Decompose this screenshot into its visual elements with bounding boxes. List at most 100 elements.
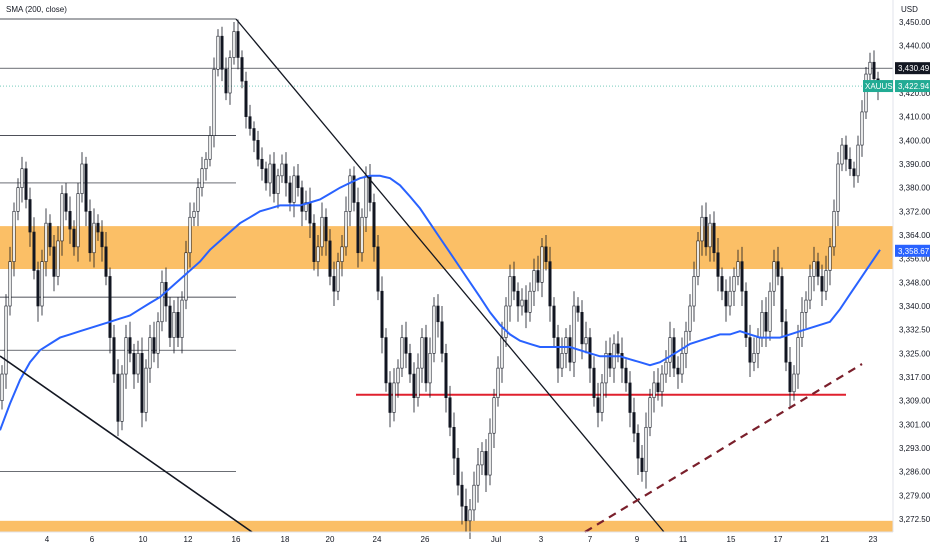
date-tick: 16: [232, 535, 241, 544]
candle-body: [192, 211, 196, 218]
candle-body: [852, 168, 856, 177]
candle-body: [208, 135, 212, 160]
price-tick: 3,293.00: [899, 444, 931, 453]
date-tick: Jul: [491, 535, 501, 544]
candle-body: [356, 202, 360, 254]
candle-body: [600, 382, 604, 413]
candle-body: [316, 246, 320, 262]
candle-body: [724, 290, 728, 307]
candle-body: [108, 276, 112, 338]
indicator-label[interactable]: SMA (200, close): [6, 5, 67, 14]
candle-body: [332, 276, 336, 292]
candle-body: [540, 246, 544, 283]
candle-body: [684, 330, 688, 354]
candle-body: [620, 353, 624, 369]
candle-body: [748, 337, 752, 363]
candle-body: [780, 276, 784, 323]
last-price-tag-label: 3,422.94: [898, 82, 930, 91]
candle-body: [788, 361, 792, 393]
date-tick-labels: 4 6 10 12 16 18 20 24 26 Jul 3 7 9 11 15 17 21 23: [45, 535, 878, 544]
candle-body: [752, 353, 756, 363]
candle-body: [236, 31, 240, 58]
candle-body: [500, 337, 504, 369]
candle-body: [556, 337, 560, 369]
price-tick: 3,390.00: [899, 160, 931, 169]
candle-body: [412, 373, 416, 399]
candle-body: [872, 61, 876, 80]
candle-body: [716, 252, 720, 277]
candle-body: [360, 216, 364, 254]
candle-body: [624, 367, 628, 384]
candle-body: [564, 337, 568, 354]
candle-body: [240, 57, 244, 82]
price-tick: 3,440.00: [899, 42, 931, 51]
candle-body: [812, 261, 816, 277]
candle-body: [16, 187, 20, 212]
resistance-tag-label: 3,430.49: [898, 64, 930, 73]
candle-body: [448, 397, 452, 428]
candle-body: [696, 240, 700, 277]
candle-body: [528, 290, 532, 313]
sma-tag: [895, 244, 930, 257]
candle-body: [300, 187, 304, 212]
price-tick: 3,410.00: [899, 113, 931, 122]
candle-body: [580, 312, 584, 345]
candle-body: [524, 299, 528, 313]
candle-body: [68, 211, 72, 230]
candle-body: [320, 216, 324, 248]
candle-body: [312, 222, 316, 262]
candle-body: [484, 451, 488, 476]
candle-body: [712, 222, 716, 254]
candle-body: [608, 353, 612, 369]
candle-body: [804, 299, 808, 313]
candle-body: [836, 163, 840, 212]
date-tick: 6: [90, 535, 95, 544]
candle-body: [520, 299, 524, 307]
candle-body: [76, 193, 80, 248]
candle-body: [536, 270, 540, 283]
candle-body: [72, 228, 76, 248]
candle-body: [824, 270, 828, 292]
candle-body: [508, 276, 512, 307]
price-tick: 3,364.00: [899, 231, 931, 240]
candle-body: [324, 216, 328, 242]
price-tick: 3,325.00: [899, 349, 931, 358]
price-tick: 3,340.00: [899, 302, 931, 311]
candle-body: [384, 337, 388, 384]
candle-body: [472, 484, 476, 511]
candle-body: [136, 353, 140, 375]
candle-body: [8, 261, 12, 307]
date-tick: 20: [326, 535, 335, 544]
candle-body: [476, 464, 480, 486]
date-tick: 15: [727, 535, 736, 544]
candle-body: [728, 290, 732, 307]
date-tick: 26: [421, 535, 430, 544]
candle-body: [168, 305, 172, 338]
candle-body: [272, 163, 276, 194]
trendlines: [0, 18, 863, 533]
candle-body: [56, 240, 60, 277]
candle-body: [32, 231, 36, 271]
candle-body: [464, 505, 468, 522]
candle-body: [128, 337, 132, 354]
candle-body: [416, 367, 420, 399]
candle-body: [352, 175, 356, 203]
candle-body: [860, 111, 864, 146]
candle-body: [720, 276, 724, 292]
candle-body: [100, 231, 104, 248]
candle-body: [532, 270, 536, 292]
descending-trendline: [235, 18, 665, 533]
candle-body: [200, 168, 204, 188]
candle-body: [132, 353, 136, 375]
candle-body: [440, 321, 444, 354]
candle-body: [444, 353, 448, 399]
candle-body: [372, 202, 376, 248]
candle-body: [292, 175, 296, 203]
candle-body: [396, 367, 400, 384]
candle-body: [488, 432, 492, 476]
candle-body: [764, 312, 768, 332]
candle-body: [584, 337, 588, 345]
candle-body: [568, 337, 572, 363]
candle-body: [44, 222, 48, 262]
